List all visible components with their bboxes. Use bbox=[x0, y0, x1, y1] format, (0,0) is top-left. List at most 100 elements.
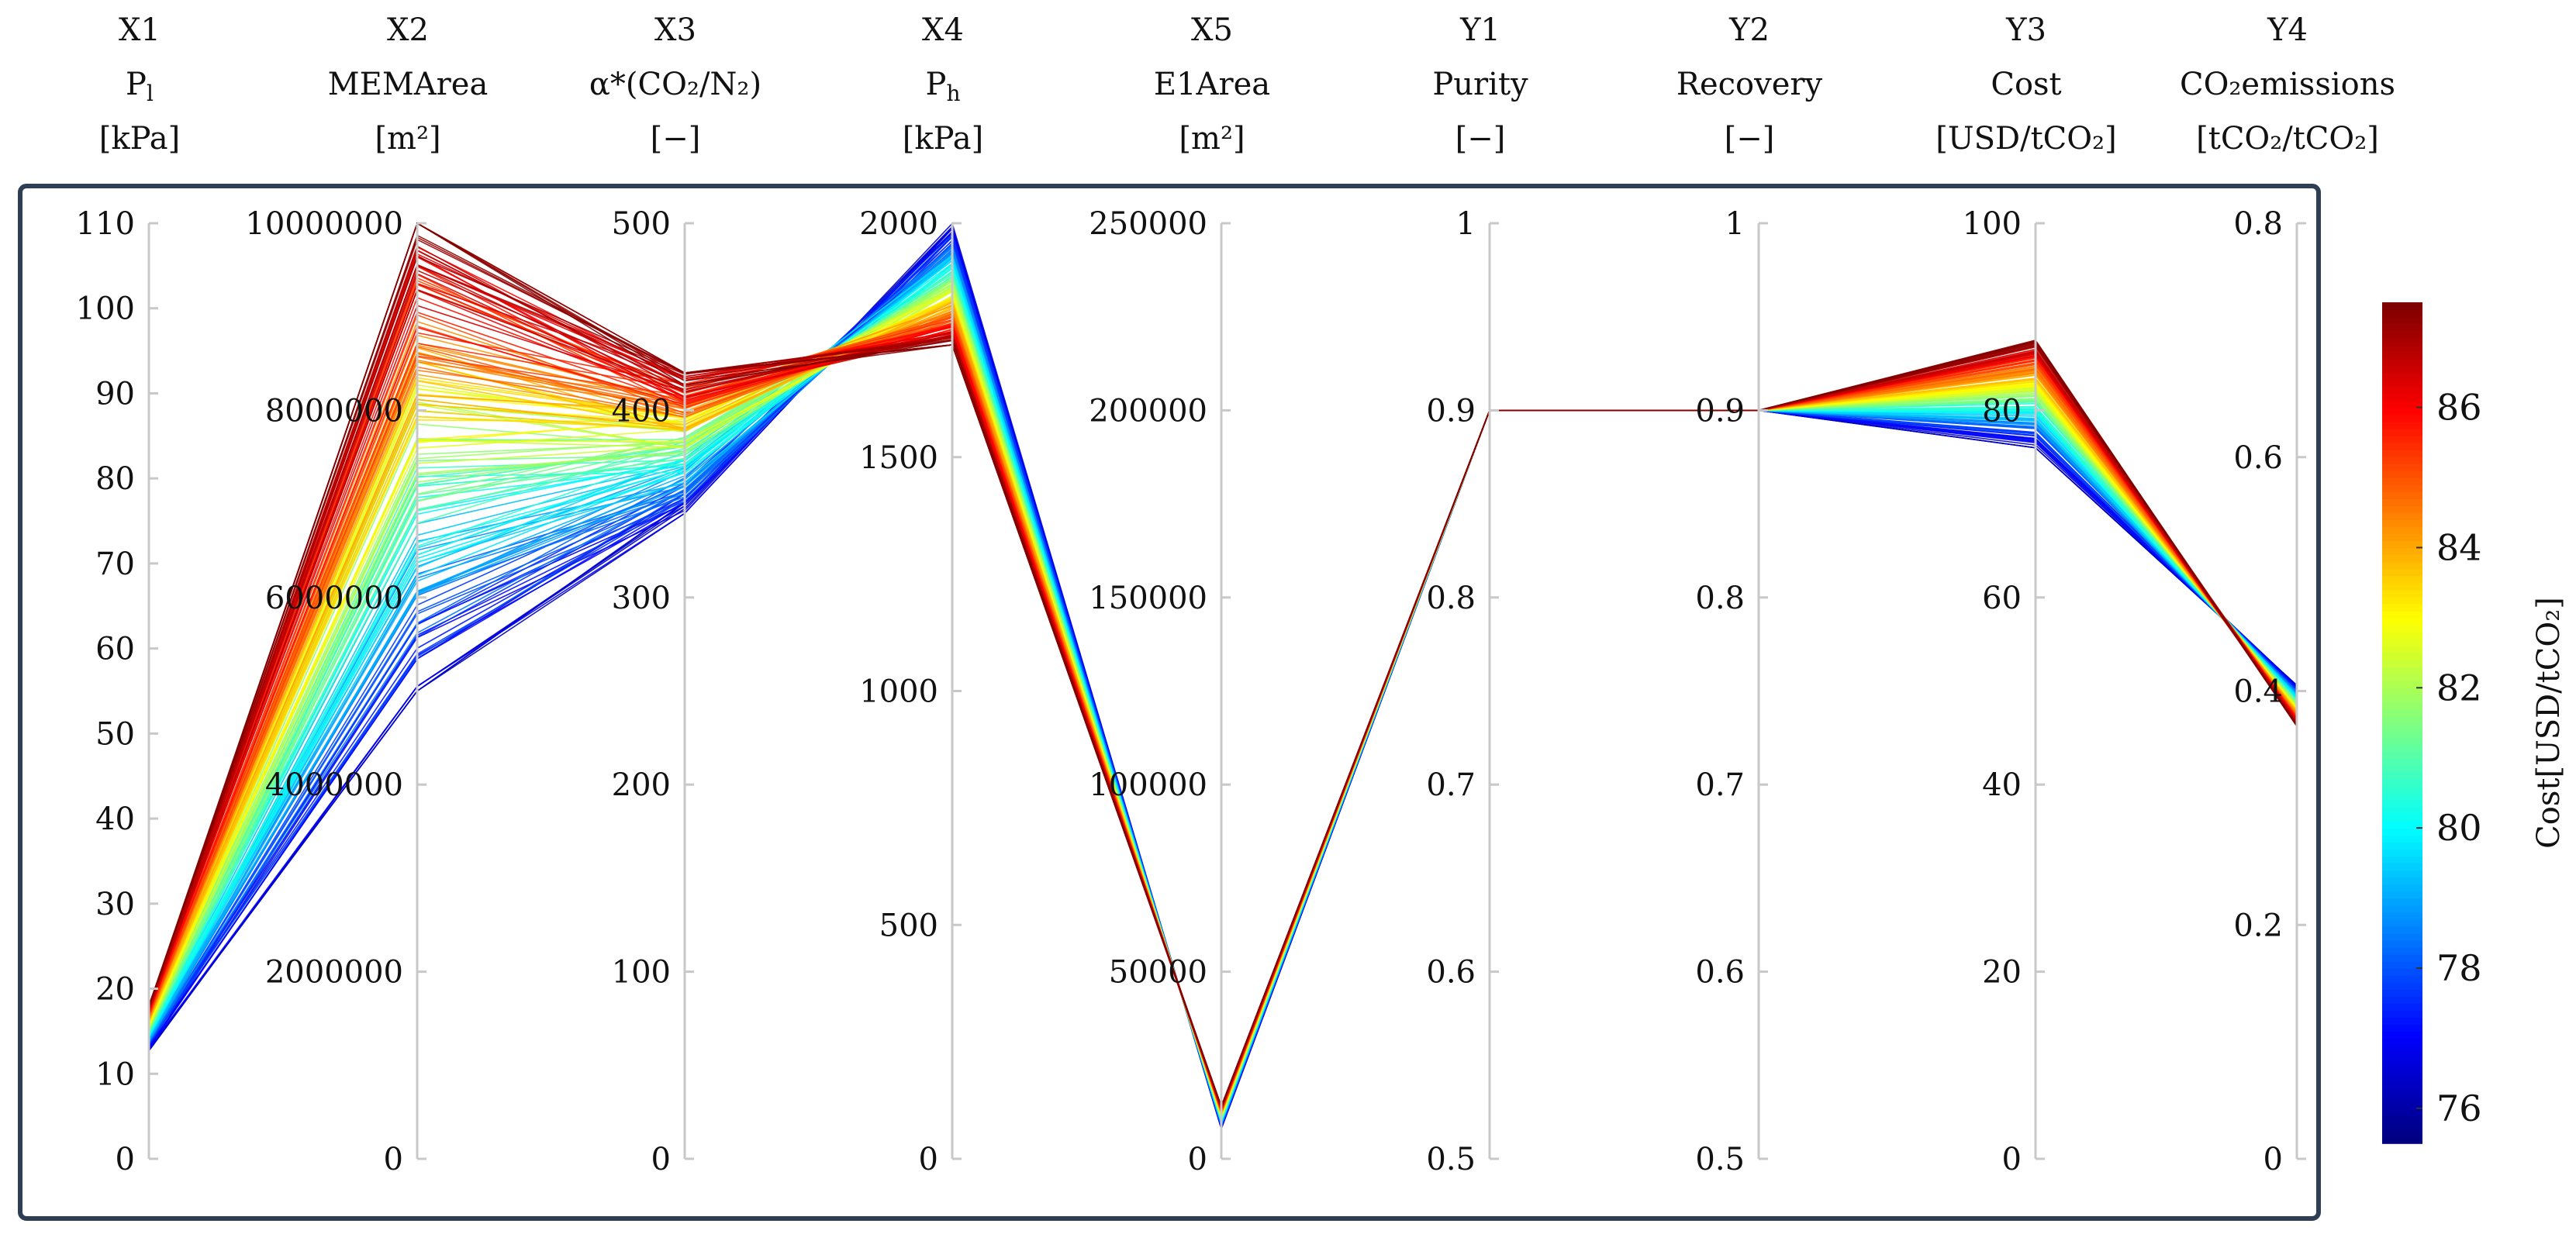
axis-titles: X1 Pl [kPa] X2 MEMArea [m²] X3 α*(CO₂/N₂) [−] X4 P… bbox=[99, 12, 2395, 157]
colorbar-segment bbox=[2382, 323, 2422, 331]
colorbar-segment bbox=[2382, 1059, 2422, 1067]
tick-label: 30 bbox=[95, 887, 135, 922]
colorbar-segment bbox=[2382, 743, 2422, 752]
colorbar-segment bbox=[2382, 1136, 2422, 1144]
data-line bbox=[148, 303, 2298, 1115]
tick-label: 70 bbox=[95, 546, 135, 582]
axis-unit-label: [kPa] bbox=[99, 121, 180, 157]
colorbar-segment bbox=[2382, 799, 2422, 808]
tick-label: 20 bbox=[95, 972, 135, 1008]
axis-unit-label: [m²] bbox=[375, 121, 440, 157]
colorbar-tick-label: 78 bbox=[2436, 947, 2482, 989]
axis-id-label: Y2 bbox=[1728, 12, 1770, 48]
tick-label: 0 bbox=[2002, 1142, 2022, 1177]
colorbar-segment bbox=[2382, 400, 2422, 408]
colorbar-segment bbox=[2382, 1017, 2422, 1025]
colorbar-segment bbox=[2382, 975, 2422, 983]
colorbar-segment bbox=[2382, 757, 2422, 766]
colorbar-segment bbox=[2382, 701, 2422, 710]
colorbar-segment bbox=[2382, 421, 2422, 429]
colorbar-segment bbox=[2382, 653, 2422, 660]
colorbar-segment bbox=[2382, 919, 2422, 927]
colorbar-segment bbox=[2382, 512, 2422, 521]
tick-label: 0 bbox=[1188, 1142, 1207, 1177]
axis-name-label: MEMArea bbox=[328, 67, 489, 102]
tick-label: 0.7 bbox=[1695, 767, 1745, 803]
colorbar-segment bbox=[2382, 1101, 2422, 1109]
colorbar-segment bbox=[2382, 449, 2422, 457]
tick-label: 40 bbox=[1982, 767, 2022, 803]
tick-label: 0 bbox=[384, 1142, 403, 1177]
colorbar-segment bbox=[2382, 372, 2422, 381]
colorbar-segment bbox=[2382, 610, 2422, 619]
colorbar-segment bbox=[2382, 863, 2422, 871]
tick-label: 0.4 bbox=[2233, 674, 2283, 710]
colorbar-segment bbox=[2382, 617, 2422, 626]
colorbar-segment bbox=[2382, 498, 2422, 507]
data-line bbox=[148, 225, 2298, 1131]
colorbar-segment bbox=[2382, 589, 2422, 598]
plot-frame bbox=[18, 184, 2321, 1221]
colorbar-tick-label: 76 bbox=[2436, 1088, 2482, 1129]
tick-label: 0.7 bbox=[1426, 767, 1476, 803]
tick-label: 500 bbox=[612, 206, 671, 242]
tick-label: 10 bbox=[95, 1056, 135, 1092]
colorbar-segment bbox=[2382, 960, 2422, 969]
colorbar-segment bbox=[2382, 785, 2422, 794]
colorbar-segment bbox=[2382, 1038, 2422, 1046]
tick-label: 110 bbox=[76, 206, 135, 242]
tick-label: 300 bbox=[612, 581, 671, 616]
colorbar-segment bbox=[2382, 715, 2422, 724]
colorbar-segment bbox=[2382, 519, 2422, 528]
tick-label: 8000000 bbox=[265, 393, 403, 429]
colorbar-segment bbox=[2382, 681, 2422, 689]
axis-name-label: α*(CO₂/N₂) bbox=[589, 67, 761, 102]
colorbar-segment bbox=[2382, 946, 2422, 955]
colorbar-segment bbox=[2382, 540, 2422, 549]
colorbar-segment bbox=[2382, 835, 2422, 843]
colorbar-segment bbox=[2382, 463, 2422, 471]
tick-label: 1 bbox=[1456, 206, 1476, 242]
tick-label: 250000 bbox=[1089, 206, 1207, 242]
colorbar-segment bbox=[2382, 953, 2422, 962]
colorbar-segment bbox=[2382, 358, 2422, 367]
data-line bbox=[148, 280, 2298, 1121]
axis-id-label: X5 bbox=[1191, 12, 1233, 48]
colorbar-segment bbox=[2382, 828, 2422, 836]
colorbar-segment bbox=[2382, 1108, 2422, 1116]
colorbar-segment bbox=[2382, 596, 2422, 605]
axis-name-label: Pl bbox=[126, 67, 154, 106]
colorbar-segment bbox=[2382, 1066, 2422, 1074]
colorbar-segment bbox=[2382, 667, 2422, 675]
colorbar-segment bbox=[2382, 695, 2422, 703]
colorbar-segment bbox=[2382, 428, 2422, 436]
colorbar-segment bbox=[2382, 989, 2422, 997]
colorbar-segment bbox=[2382, 484, 2422, 492]
axis-id-label: Y3 bbox=[2005, 12, 2046, 48]
data-line bbox=[148, 255, 2298, 1108]
colorbar-segment bbox=[2382, 729, 2422, 738]
colorbar-segment bbox=[2382, 870, 2422, 878]
colorbar-segment bbox=[2382, 778, 2422, 787]
data-line bbox=[148, 324, 2298, 1111]
axis-id-label: X3 bbox=[654, 12, 696, 48]
tick-label: 0.9 bbox=[1426, 393, 1476, 429]
tick-label: 200000 bbox=[1089, 393, 1207, 429]
colorbar-segment bbox=[2382, 891, 2422, 899]
tick-label: 80 bbox=[95, 461, 135, 497]
colorbar-segment bbox=[2382, 477, 2422, 485]
colorbar-segment bbox=[2382, 316, 2422, 324]
data-lines bbox=[148, 222, 2298, 1131]
tick-label: 80 bbox=[1982, 393, 2022, 429]
tick-label: 100 bbox=[76, 291, 135, 327]
tick-label: 0 bbox=[2263, 1142, 2283, 1177]
colorbar-segment bbox=[2382, 365, 2422, 374]
colorbar-segment bbox=[2382, 842, 2422, 850]
colorbar-segment bbox=[2382, 344, 2422, 353]
colorbar-tick-label: 82 bbox=[2436, 667, 2482, 708]
colorbar-segment bbox=[2382, 526, 2422, 535]
tick-label: 0.5 bbox=[1695, 1142, 1745, 1177]
tick-label: 10000000 bbox=[245, 206, 403, 242]
colorbar-segment bbox=[2382, 533, 2422, 542]
axes: 0102030405060708090100110020000004000000… bbox=[76, 206, 2306, 1177]
